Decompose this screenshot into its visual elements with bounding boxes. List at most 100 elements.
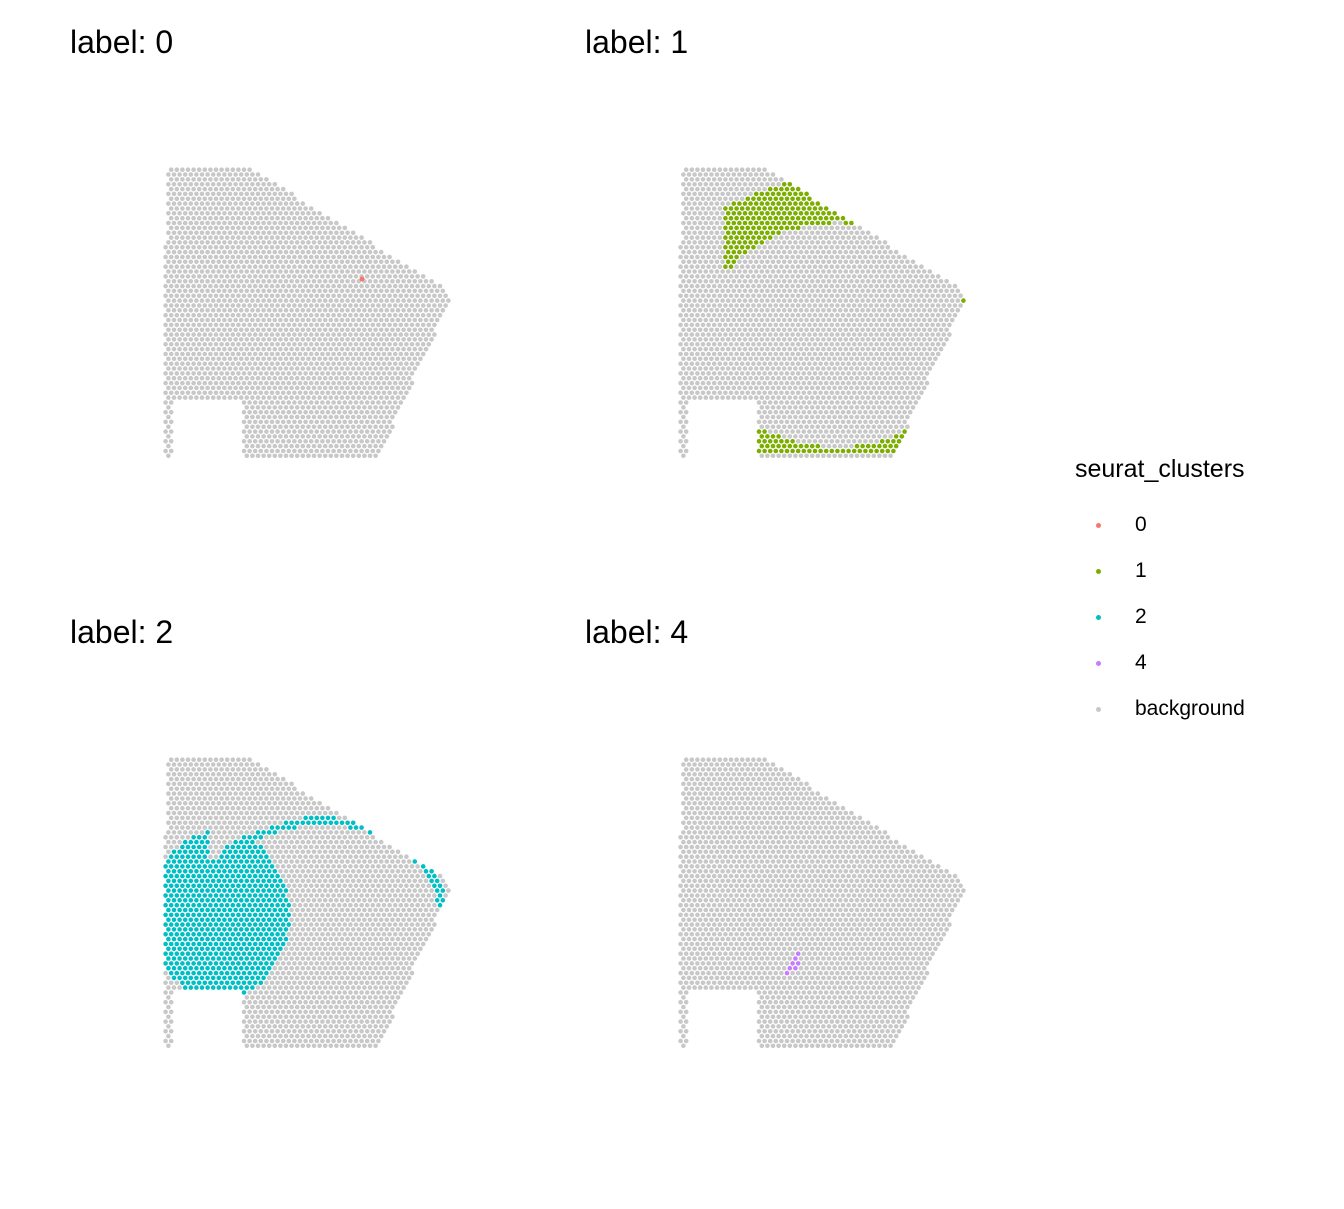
spot-background xyxy=(700,312,706,318)
spot-background xyxy=(311,259,317,265)
spot-background xyxy=(325,264,331,269)
spot-background xyxy=(233,182,238,187)
spot-background xyxy=(202,235,208,240)
spot-background xyxy=(210,298,216,303)
spot-background xyxy=(720,269,725,274)
spot-background xyxy=(163,419,168,425)
spot-background xyxy=(261,259,266,265)
spot-background xyxy=(266,820,272,826)
spot-background xyxy=(863,332,868,337)
spot-background xyxy=(767,351,773,357)
spot-background xyxy=(905,317,910,323)
spot-background xyxy=(328,356,334,362)
spot-background xyxy=(877,259,882,265)
spot-background xyxy=(196,206,202,211)
spot-background xyxy=(303,835,308,840)
spot-cluster-1 xyxy=(826,211,832,216)
spot-background xyxy=(292,351,297,357)
spot-background xyxy=(843,346,849,352)
spot-cluster-2 xyxy=(275,825,280,830)
spot-background xyxy=(308,283,314,289)
spot-background xyxy=(826,308,832,313)
spot-background xyxy=(213,322,219,328)
spot-background xyxy=(269,448,275,454)
spot-background xyxy=(317,801,322,806)
spot-background xyxy=(205,230,210,236)
spot-background xyxy=(266,801,272,806)
spot-cluster-1 xyxy=(793,211,798,216)
spot-background xyxy=(289,810,294,816)
spot-background xyxy=(695,235,700,240)
spot-background xyxy=(325,283,331,289)
spot-cluster-1 xyxy=(823,448,829,454)
spot-background xyxy=(177,182,182,187)
spot-background xyxy=(700,177,706,182)
spot-background xyxy=(381,322,387,328)
spot-background xyxy=(266,791,272,796)
spot-background xyxy=(767,254,773,260)
spot-background xyxy=(308,322,314,328)
spot-background xyxy=(261,366,266,371)
spot-background xyxy=(868,293,874,299)
spot-background xyxy=(689,380,695,386)
spot-background xyxy=(683,400,689,405)
panel-title-label-1: label: 1 xyxy=(585,24,689,60)
spot-background xyxy=(409,303,415,308)
spot-background xyxy=(868,303,874,308)
spot-background xyxy=(779,380,784,386)
spot-background xyxy=(376,439,381,444)
spot-cluster-2 xyxy=(196,835,202,840)
spot-background xyxy=(297,264,303,269)
spot-background xyxy=(714,172,720,177)
spot-background xyxy=(683,293,689,299)
spot-background xyxy=(247,390,252,396)
spot-background xyxy=(280,419,286,425)
spot-background xyxy=(857,419,863,425)
spot-background xyxy=(815,453,821,459)
spot-background xyxy=(306,434,311,439)
spot-background xyxy=(278,201,283,206)
spot-background xyxy=(818,303,823,308)
spot-background xyxy=(734,283,739,289)
spot-background xyxy=(182,820,188,826)
spot-background xyxy=(916,395,921,400)
spot-background xyxy=(921,375,927,381)
spot-background xyxy=(781,375,787,381)
spot-background xyxy=(882,337,888,342)
spot-background xyxy=(851,400,857,405)
spot-background xyxy=(879,293,885,299)
spot-background xyxy=(213,206,219,211)
spot-background xyxy=(266,259,272,265)
spot-background xyxy=(709,337,714,342)
spot-background xyxy=(252,815,258,821)
spot-background xyxy=(280,448,286,454)
spot-background xyxy=(779,235,784,240)
spot-background xyxy=(182,356,188,362)
spot-background xyxy=(180,303,185,308)
spot-background xyxy=(725,337,731,342)
spot-background xyxy=(163,283,168,289)
spot-background xyxy=(826,434,832,439)
spot-background xyxy=(860,414,865,420)
spot-background xyxy=(219,274,224,279)
spot-background xyxy=(703,230,709,236)
spot-background xyxy=(717,312,723,318)
spot-background xyxy=(709,230,714,236)
spot-background xyxy=(384,298,390,303)
spot-background xyxy=(723,312,728,318)
spot-background xyxy=(331,303,336,308)
spot-background xyxy=(882,356,888,362)
spot-background xyxy=(896,390,902,396)
spot-background xyxy=(857,351,863,357)
spot-background xyxy=(171,366,177,371)
spot-background xyxy=(686,279,692,284)
spot-background xyxy=(779,322,784,328)
spot-background xyxy=(776,375,781,381)
spot-background xyxy=(255,424,261,430)
spot-background xyxy=(737,366,742,371)
spot-background xyxy=(171,337,177,342)
spot-background xyxy=(849,443,854,449)
spot-background xyxy=(308,225,314,231)
spot-background xyxy=(765,298,770,303)
spot-background xyxy=(877,308,882,313)
